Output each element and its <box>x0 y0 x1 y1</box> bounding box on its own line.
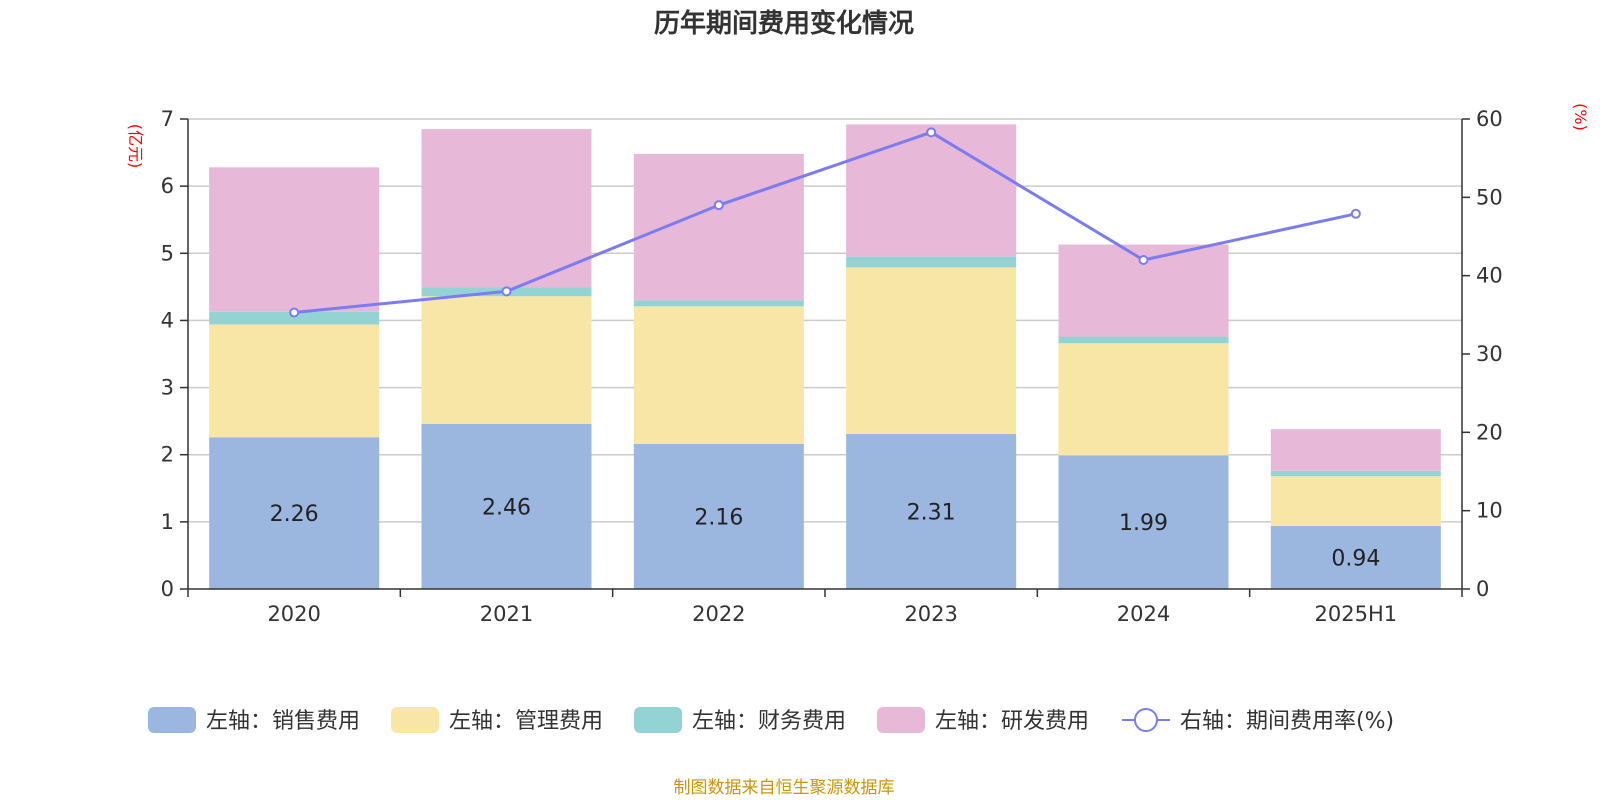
left-axis-tick-label: 0 <box>161 577 174 601</box>
chart-title: 历年期间费用变化情况 <box>654 8 914 39</box>
legend: 左轴：销售费用 左轴：管理费用 左轴：财务费用 左轴：研发费用 右轴：期间费用率(%) <box>148 707 1394 734</box>
rate-point <box>926 127 937 138</box>
x-axis-tick-label: 2020 <box>267 602 320 626</box>
bar-value-labels: 2.26 2.46 2.16 2.31 1.99 0.94 <box>270 495 1381 571</box>
bar-segment <box>633 153 804 301</box>
bar-value-label: 2.46 <box>482 495 531 520</box>
left-axis-tick-label: 2 <box>161 443 174 467</box>
legend-label: 右轴：期间费用率(%) <box>1180 709 1394 734</box>
right-axis-tick-label: 0 <box>1476 577 1489 601</box>
x-axis-tick-label: 2023 <box>904 602 957 626</box>
bar-segment <box>1270 525 1441 589</box>
bar-segment <box>846 256 1017 268</box>
rate-point <box>1350 208 1361 219</box>
right-axis-tick-label: 20 <box>1476 420 1503 444</box>
left-axis-tick-label: 1 <box>161 510 174 534</box>
rate-point <box>289 307 300 318</box>
bar-value-label: 2.31 <box>907 500 956 525</box>
bar-series <box>209 124 1441 589</box>
bar-segment <box>1058 343 1229 456</box>
legend-swatch <box>634 707 682 733</box>
right-axis-tick-label: 30 <box>1476 342 1503 366</box>
bar-value-label: 1.99 <box>1119 511 1168 536</box>
bar-segment <box>633 300 804 307</box>
bar-segment <box>209 324 380 438</box>
left-axis-tick-label: 4 <box>161 308 174 332</box>
legend-label: 左轴：研发费用 <box>935 709 1089 734</box>
bar-segment <box>209 311 380 325</box>
right-axis-tick-label: 10 <box>1476 499 1503 523</box>
x-axis-tick-label: 2021 <box>480 602 533 626</box>
bar-segment <box>1270 476 1441 526</box>
x-axis-tick-label: 2025H1 <box>1315 602 1398 626</box>
axes: 0 1 2 3 4 5 6 7 0 10 20 30 40 50 60 2020 2021 2022 2023 202… <box>161 107 1503 626</box>
legend-swatch <box>391 707 439 733</box>
rate-line-series <box>289 127 1361 318</box>
x-axis-tick-label: 2022 <box>692 602 745 626</box>
legend-swatch <box>877 707 925 733</box>
rate-point <box>501 286 512 297</box>
rate-point <box>713 200 724 211</box>
bar-segment <box>1270 470 1441 477</box>
left-axis-tick-label: 7 <box>161 107 174 131</box>
right-axis-tick-label: 40 <box>1476 264 1503 288</box>
left-axis-tick-label: 6 <box>161 174 174 198</box>
grid-lines <box>188 118 1462 523</box>
legend-label: 左轴：财务费用 <box>692 709 846 734</box>
x-axis-tick-label: 2024 <box>1117 602 1170 626</box>
bar-segment <box>421 129 592 288</box>
rate-point <box>1138 255 1149 265</box>
legend-label: 左轴：管理费用 <box>449 709 603 734</box>
bar-segment <box>633 306 804 444</box>
bar-value-label: 2.16 <box>694 505 743 530</box>
legend-swatch <box>148 707 196 733</box>
bar-segment <box>421 423 592 589</box>
left-axis-unit: (亿元) <box>126 124 145 169</box>
legend-marker <box>1134 708 1158 732</box>
bar-segment <box>846 267 1017 434</box>
bar-segment <box>1058 455 1229 589</box>
bar-segment <box>846 124 1017 257</box>
bar-segment <box>1058 336 1229 344</box>
bar-segment <box>421 296 592 424</box>
left-axis-tick-label: 3 <box>161 376 174 400</box>
bar-segment <box>209 437 380 589</box>
left-axis-tick-label: 5 <box>161 241 174 265</box>
bar-segment <box>209 167 380 312</box>
right-axis-tick-label: 60 <box>1476 107 1503 131</box>
bar-segment <box>846 433 1017 589</box>
bar-value-label: 2.26 <box>270 502 319 527</box>
source-note: 制图数据来自恒生聚源数据库 <box>674 778 895 798</box>
right-axis-tick-label: 50 <box>1476 185 1503 209</box>
legend-label: 左轴：销售费用 <box>206 709 360 734</box>
rate-line <box>294 130 1357 314</box>
bar-segment <box>1270 429 1441 471</box>
bar-segment <box>633 443 804 589</box>
bar-value-label: 0.94 <box>1331 546 1380 571</box>
right-axis-unit: (%) <box>1571 103 1590 131</box>
